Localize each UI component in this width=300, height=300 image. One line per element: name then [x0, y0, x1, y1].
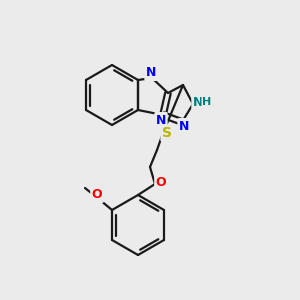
Text: N: N [146, 67, 156, 80]
Text: N: N [156, 113, 166, 127]
Text: O: O [156, 176, 166, 188]
Text: S: S [162, 126, 172, 140]
Text: N: N [193, 95, 203, 109]
Text: H: H [202, 97, 211, 107]
Text: O: O [92, 188, 102, 202]
Text: N: N [179, 119, 189, 133]
